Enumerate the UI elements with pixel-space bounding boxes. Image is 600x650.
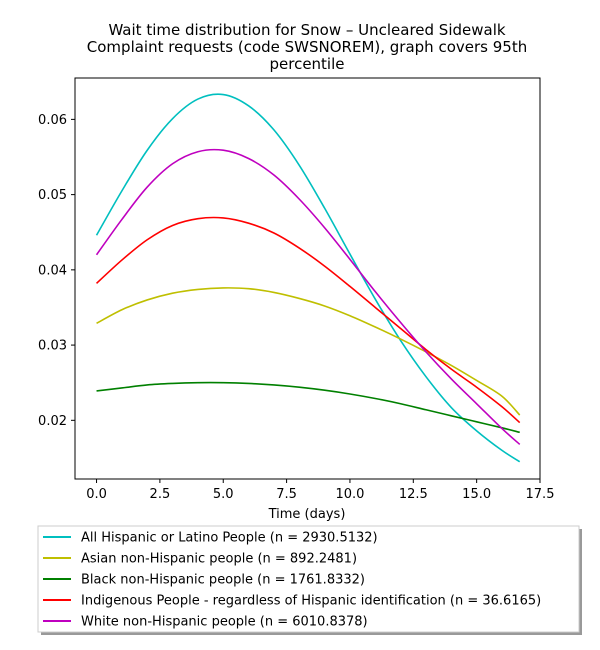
series-layer (95, 93, 521, 463)
plot-area (75, 78, 540, 479)
y-tick-label: 0.06 (38, 113, 67, 128)
legend-label-4: Indigenous People - regardless of Hispan… (81, 594, 541, 609)
x-tick-label: 10.0 (335, 487, 364, 502)
legend-items: All Hispanic or Latino People (n = 2930.… (43, 531, 541, 630)
x-tick-label: 0.0 (86, 487, 107, 502)
plot-frame (74, 77, 541, 480)
legend-label-2: Asian non-Hispanic people (n = 892.2481) (81, 552, 357, 567)
legend-box (37, 525, 580, 633)
chart-title-line-2: Complaint requests (code SWSNOREM), grap… (87, 38, 527, 56)
chart-title-line-1: Wait time distribution for Snow – Unclea… (108, 21, 505, 39)
x-tick-label: 2.5 (150, 487, 171, 502)
series-line-1 (95, 93, 521, 463)
y-tick-label: 0.03 (38, 339, 67, 354)
legend-label-5: White non-Hispanic people (n = 6010.8378… (81, 615, 368, 630)
legend-label-3: Black non-Hispanic people (n = 1761.8332… (81, 573, 365, 588)
y-axis: 0.02 0.03 0.04 0.05 0.06 (38, 113, 75, 429)
chart-title-line-3: percentile (269, 55, 344, 73)
x-tick-label: 5.0 (213, 487, 234, 502)
x-tick-label: 17.5 (526, 487, 555, 502)
legend: All Hispanic or Latino People (n = 2930.… (37, 525, 582, 635)
y-tick-label: 0.04 (38, 263, 67, 278)
chart-title: Wait time distribution for Snow – Unclea… (87, 21, 527, 73)
x-axis-label: Time (days) (268, 507, 346, 522)
y-tick-label: 0.02 (38, 414, 67, 429)
legend-label-1: All Hispanic or Latino People (n = 2930.… (81, 531, 378, 546)
series-line-3 (96, 381, 520, 434)
series-line-4 (95, 216, 521, 424)
y-tick-label: 0.05 (38, 188, 67, 203)
x-tick-label: 7.5 (276, 487, 297, 502)
x-axis: 0.0 2.5 5.0 7.5 10.0 12.5 15.0 17.5 (86, 479, 554, 502)
x-tick-label: 12.5 (399, 487, 428, 502)
series-line-5 (95, 148, 521, 445)
x-tick-label: 15.0 (462, 487, 491, 502)
series-line-2 (96, 287, 521, 416)
